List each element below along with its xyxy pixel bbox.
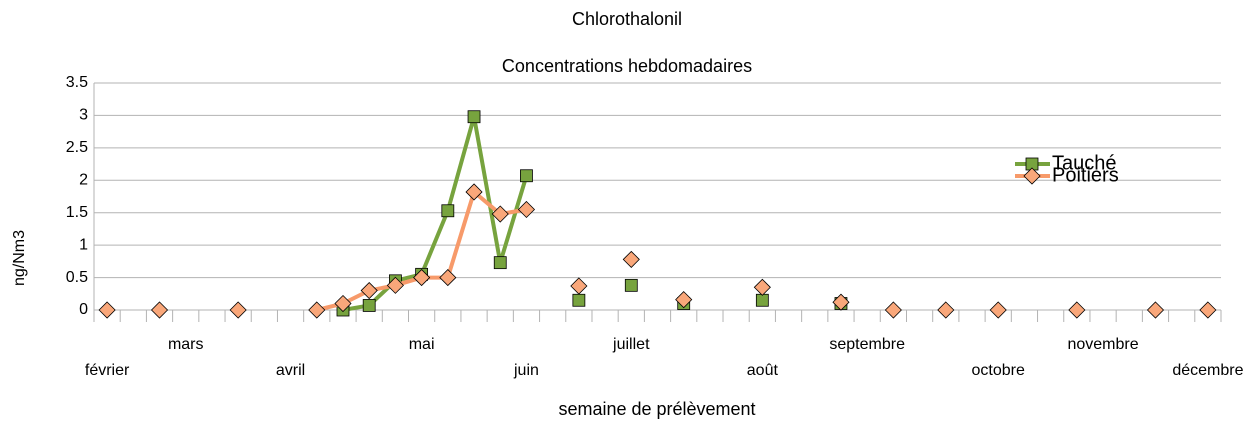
- marker: [622, 250, 640, 268]
- x-tick-label: décembre: [1172, 362, 1243, 379]
- marker: [308, 301, 326, 319]
- marker: [360, 281, 378, 300]
- marker: [755, 293, 769, 307]
- y-tick-label: 1: [79, 236, 88, 253]
- marker: [362, 299, 376, 312]
- marker: [493, 256, 507, 270]
- y-tick-label: 0.5: [66, 269, 88, 286]
- marker: [439, 269, 457, 287]
- marker: [520, 169, 533, 183]
- marker: [441, 204, 455, 218]
- x-tick-label: octobre: [972, 362, 1025, 379]
- x-tick-label: août: [747, 362, 779, 379]
- x-tick-label: juin: [513, 362, 539, 379]
- y-tick-label: 3.5: [66, 74, 88, 91]
- x-tick-label: septembre: [829, 336, 905, 353]
- marker: [884, 301, 902, 319]
- marker: [1146, 301, 1165, 319]
- x-tick-label: avril: [276, 362, 305, 379]
- x-tick-label: mai: [409, 336, 435, 353]
- marker: [624, 278, 638, 292]
- marker: [1199, 301, 1217, 319]
- marker: [832, 293, 850, 311]
- x-tick-label: juillet: [612, 336, 650, 353]
- marker: [229, 301, 247, 319]
- y-axis-label: ng/Nm3: [11, 230, 28, 286]
- marker: [465, 183, 483, 201]
- x-tick-label: février: [85, 362, 130, 379]
- marker: [98, 301, 116, 319]
- marker: [467, 110, 481, 124]
- marker: [517, 200, 536, 219]
- y-tick-label: 1.5: [66, 204, 88, 221]
- y-tick-label: 2: [79, 172, 88, 189]
- marker: [386, 276, 404, 294]
- marker: [150, 301, 169, 319]
- marker: [753, 278, 771, 296]
- chart-title: Chlorothalonil: [572, 9, 682, 29]
- marker: [570, 277, 588, 295]
- x-axis-label: semaine de prélèvement: [558, 399, 755, 419]
- marker: [989, 301, 1007, 319]
- marker: [413, 269, 431, 287]
- marker: [937, 301, 955, 319]
- marker: [675, 291, 693, 309]
- y-tick-label: 2.5: [66, 139, 88, 156]
- y-tick-label: 0: [79, 301, 88, 318]
- marker: [334, 294, 352, 313]
- chart-subtitle: Concentrations hebdomadaires: [502, 56, 752, 76]
- marker: [491, 205, 509, 223]
- marker: [1068, 301, 1086, 319]
- x-tick-label: mars: [168, 336, 204, 353]
- y-tick-label: 3: [79, 107, 88, 124]
- marker: [1023, 167, 1041, 185]
- legend-label: Tauché: [1052, 152, 1117, 174]
- marker: [572, 293, 586, 307]
- x-tick-label: novembre: [1067, 336, 1138, 353]
- legend-label: Poitiers: [1052, 164, 1119, 186]
